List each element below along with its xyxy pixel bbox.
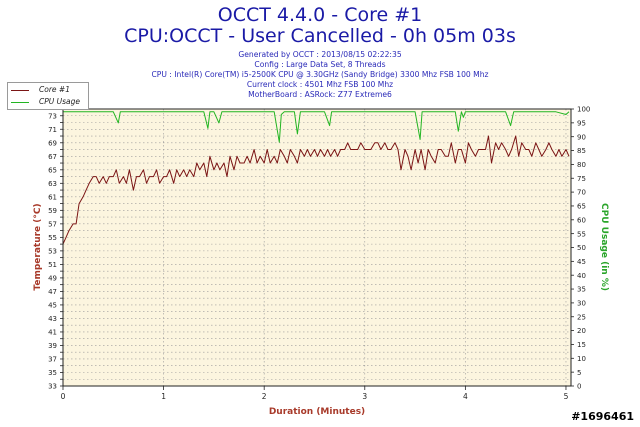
y-tick-label-right: 95 [577,119,586,127]
y-tick-label-left: 51 [48,261,57,269]
info-config: Config : Large Data Set, 8 Threads [254,60,386,69]
legend-swatch-core [11,90,29,91]
chart-subtitle: CPU:OCCT - User Cancelled - 0h 05m 03s [124,25,516,47]
y-tick-label-right: 70 [577,189,586,197]
legend-swatch-cpu-usage [11,102,29,103]
y-tick-label-left: 33 [48,383,57,391]
series-line-core-1 [62,135,570,245]
watermark: #1696461 [571,410,634,423]
y-tick-label-right: 0 [577,383,581,391]
plot-frame [62,108,572,387]
y-tick-label-right: 55 [577,230,586,238]
x-axis-label: Duration (Minutes) [269,407,365,417]
y-tick-label-left: 53 [48,247,57,255]
y-tick-label-left: 61 [48,193,57,201]
y-tick-label-left: 73 [48,112,57,120]
y-tick-label-right: 15 [577,341,586,349]
y-tick-label-left: 57 [48,220,57,228]
y-axis-right-ticks: 0 5 10 15 20 25 30 35 40 45 50 55 60 65 70 75 80 85 90 95 10… [571,106,590,391]
info-motherboard: MotherBoard : ASRock: Z77 Extreme6 [248,90,392,99]
y-tick-label-right: 90 [577,133,586,141]
grid-lines [63,109,571,386]
y-tick-label-left: 41 [48,329,57,337]
x-tick-label: 3 [362,392,367,401]
plot-background [63,109,571,386]
info-generated: Generated by OCCT : 2013/08/15 02:22:35 [238,50,402,59]
y-tick-label-left: 67 [48,153,57,161]
y-tick-label-left: 63 [48,180,57,188]
y-tick-label-right: 20 [577,327,586,335]
y-axis-left-ticks: 33 35 37 39 41 43 45 47 49 51 53 55 57 59 61 63 65 67 69 71… [48,108,63,391]
y-tick-label-right: 10 [577,355,586,363]
legend-item-core: Core #1 [11,84,87,96]
y-tick-label-left: 47 [48,288,57,296]
y-tick-label-left: 69 [48,139,57,147]
chart-title: OCCT 4.4.0 - Core #1 [217,4,423,26]
y-tick-label-right: 35 [577,286,586,294]
series-layer [62,111,570,245]
chart-legend: Core #1 CPU Usage [7,82,89,110]
x-tick-label: 2 [262,392,267,401]
info-clock: Current clock : 4501 Mhz FSB 100 Mhz [246,80,394,89]
y-tick-label-left: 45 [48,302,57,310]
series-line-cpu-usage [63,111,570,143]
info-cpu: CPU : Intel(R) Core(TM) i5-2500K CPU @ 3… [151,70,489,79]
y-tick-label-left: 37 [48,356,57,364]
x-tick-label: 1 [161,392,166,401]
y-tick-label-right: 60 [577,216,586,224]
y-tick-label-right: 5 [577,369,581,377]
legend-item-cpu-usage: CPU Usage [11,96,87,108]
y-tick-label-right: 65 [577,203,586,211]
legend-label-core: Core #1 [39,85,70,94]
x-tick-label: 0 [61,392,66,401]
y-tick-label-left: 35 [48,369,57,377]
y-tick-label-left: 59 [48,207,57,215]
y-tick-label-left: 49 [48,275,57,283]
x-tick-label: 5 [564,392,569,401]
y-tick-label-left: 71 [48,126,57,134]
legend-label-cpu-usage: CPU Usage [39,97,81,106]
y-tick-label-right: 75 [577,175,586,183]
y-tick-label-right: 80 [577,161,586,169]
y-tick-label-right: 30 [577,300,586,308]
x-axis-ticks: 0 1 2 3 4 5 [61,386,569,401]
y-tick-label-left: 55 [48,234,57,242]
y2-axis-label: CPU Usage (in %) [599,203,609,291]
y-tick-label-right: 40 [577,272,586,280]
x-tick-label: 4 [463,392,468,401]
y-axis-label: Temperature (°C) [33,203,43,290]
y-tick-label-right: 85 [577,147,586,155]
y-tick-label-right: 25 [577,313,586,321]
y-tick-label-right: 100 [577,106,590,114]
y-tick-label-left: 65 [48,166,57,174]
y-tick-label-right: 50 [577,244,586,252]
y-tick-label-left: 43 [48,315,57,323]
y-tick-label-right: 45 [577,258,586,266]
y-tick-label-left: 39 [48,342,57,350]
